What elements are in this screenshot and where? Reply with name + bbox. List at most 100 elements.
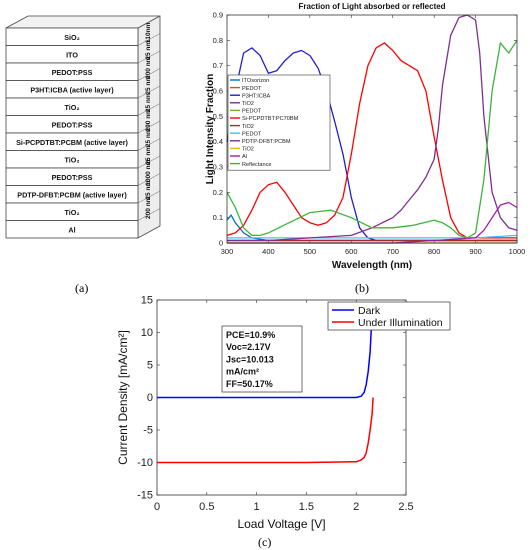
y-tick-label: 5 [147,360,153,372]
annotation-line: FF=50.17% [226,379,273,389]
legend-label: TiO2 [242,124,254,130]
legend-label: PDTP-DFBT:PCBM [242,139,291,145]
legend-label: ITOsorizon [242,78,269,84]
y-tick-label: 0.5 [213,112,223,121]
layer-label: PEDOT:PSS [52,120,93,129]
stack-top-face [5,15,161,29]
y-tick-label: -10 [137,457,153,469]
jv-chart: 0 0.5 1 1.5 2 2.5 -15 -10 -5 0 5 10 15 Load Voltage [… [116,295,451,531]
y-tick-label: 0.9 [213,11,223,20]
layer-label: TiO₂ [64,103,79,112]
x-tick-label: 600 [345,247,358,256]
x-tick-label: 500 [304,247,317,256]
layer-label: PEDOT:PSS [52,173,93,182]
y-tick-label: 0.4 [213,137,223,146]
layer-thickness: 25 nm [145,76,152,95]
y-tick-label: -15 [137,490,153,502]
x-axis-label: Load Voltage [V] [237,517,325,531]
layer-thickness: 25 nm [145,93,152,112]
layer-edge [137,155,161,169]
y-tick-label: 0.3 [213,163,223,172]
x-tick-label: 700 [386,247,399,256]
layer-thickness: 1000 nm [145,160,152,186]
legend-label: Al [242,154,247,160]
layer-edge [137,15,161,29]
legend-label: PEDOT [242,131,262,137]
x-tick-label: 0.5 [199,501,214,513]
y-tick-label: 15 [141,295,153,307]
layer-thickness: 200 nm [145,196,152,219]
legend-box [227,74,331,171]
layer-edge [137,208,161,221]
plot-frame [156,299,407,496]
layer-edge [137,103,161,116]
x-tick-label: 1.5 [299,501,314,513]
chart-title: Fraction of Light absorbed or reflected [298,2,445,11]
absorption-chart: 300 400 500 600 700 800 900 1000 0 0.1 0.2 0.3 0.4 0.… [205,2,525,271]
layer-label: Al [68,225,75,234]
y-tick-label: 0 [147,392,153,404]
series-line [226,42,517,239]
legend-box [327,301,451,331]
layer-thickness: 25 nm [145,41,152,60]
layer-thickness: 110nm [145,22,152,42]
annotation-line: PCE=10.9% [226,330,275,340]
x-tick-label: 800 [428,247,441,256]
layer-thickness: 290 nm [145,109,152,132]
layer-label: ITO [66,50,78,59]
legend-label: Dark [358,305,381,317]
y-tick-label: 0 [219,239,223,248]
x-tick-label: 0 [154,501,160,513]
legend-label: TiO2 [242,147,254,153]
layer-edge [137,190,161,204]
y-tick-label: 0.1 [213,213,223,222]
annotation-line: Jsc=10.013 [226,354,274,364]
layer-stack-diagram: SiO₂ 110nm ITO 25 nm PEDOT:PSS 200 nm P3HT:ICB… [5,15,161,239]
layer-thickness: 25 nm [145,146,152,165]
layer-thickness: 25 nm [145,181,152,200]
y-tick-label: 0.8 [213,36,223,45]
plot-frame [226,14,518,244]
caption-a: (a) [75,281,89,295]
layer-label: TiO₂ [64,155,79,164]
layer-thickness: 200 nm [145,56,152,79]
x-tick-label: 1 [254,501,260,513]
layer-edge [137,33,161,46]
legend-label: PEDOT [242,86,262,92]
layer-edge [137,50,161,64]
layer-edge [137,85,161,99]
y-tick-label: 0.7 [213,61,223,70]
y-tick-label: 10 [141,327,153,339]
caption-c: (c) [258,535,272,549]
legend-label: P3HT:ICBA [242,93,271,99]
series-line [227,14,518,242]
series-line [157,397,374,464]
annotation-line: Voc=2.17V [226,342,271,352]
layer-box [5,220,139,239]
layer-label: Si-PCPDTBT:PCBM (active layer) [16,138,128,147]
series-line [157,312,373,399]
y-tick-label: 0.2 [213,188,223,197]
caption-b: (b) [355,281,369,295]
layer-edge [137,138,161,151]
x-axis-label: Wavelength (nm) [332,260,412,271]
layer-label: TiO₂ [64,208,79,217]
x-tick-label: 2 [353,501,359,513]
layer-label: P3HT:ICBA (active layer) [30,85,114,94]
legend-label: Reflectance [242,162,272,168]
layer-label: SiO₂ [64,33,80,42]
legend-label: TiO2 [242,101,254,107]
annotation-box [221,325,303,393]
y-tick-label: -5 [143,425,153,437]
layer-thickness: 25 nm [145,128,152,147]
layer-edge [137,68,161,81]
x-tick-label: 1000 [509,247,525,256]
annotation-line: mA/cm² [226,367,259,377]
layer-edge [137,120,161,134]
x-tick-label: 900 [469,247,482,256]
y-axis-label: Current Density [mA/cm²] [116,330,130,465]
layer-label: PDTP-DFBT:PCBM (active layer) [17,190,127,199]
layer-label: PEDOT:PSS [52,68,93,77]
legend-label: PEDOT [242,109,262,115]
layer-edge [137,173,161,186]
